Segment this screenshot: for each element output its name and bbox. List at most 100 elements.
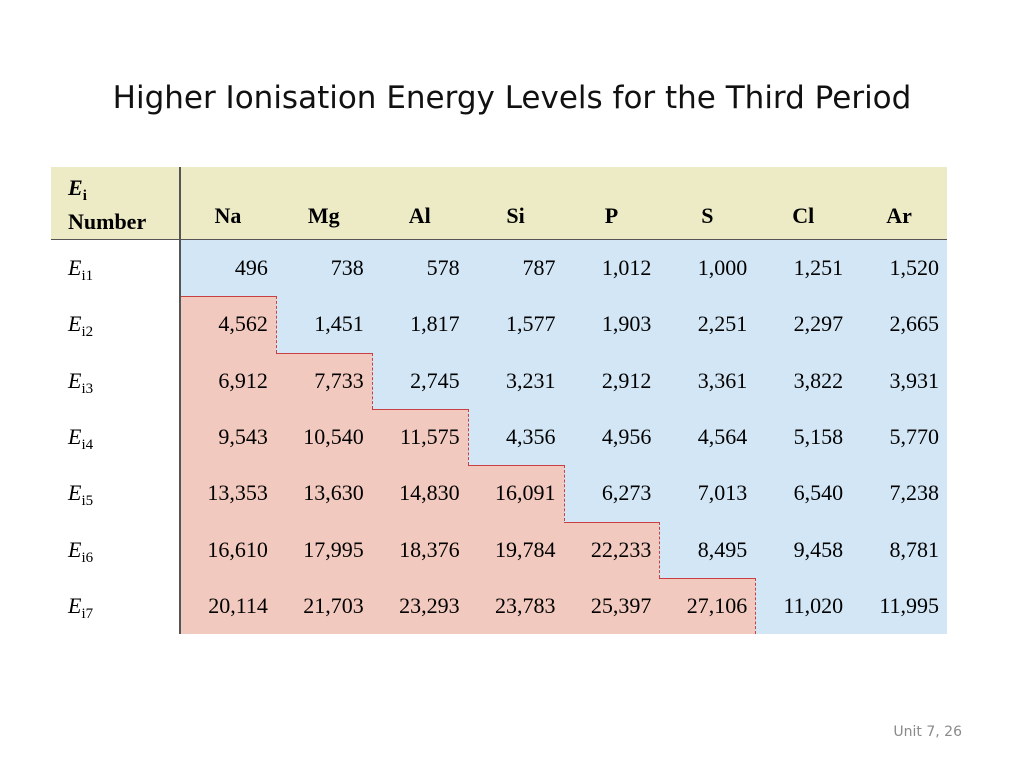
table-cell: 18,376 — [399, 536, 460, 562]
table-cell: 4,356 — [506, 423, 556, 449]
table-cell: 1,817 — [410, 311, 460, 337]
table-cell: 4,562 — [218, 311, 268, 337]
row-label-ei2: Ei2 — [68, 311, 93, 341]
table-header — [51, 167, 947, 240]
row-symbol: E — [68, 536, 82, 562]
table-cell: 11,020 — [783, 592, 844, 618]
table-cell: 7,013 — [697, 480, 748, 506]
step-line — [659, 577, 756, 579]
table-cell: 1,000 — [697, 255, 748, 280]
table-cell: 3,361 — [697, 367, 748, 393]
row-subscript: i3 — [81, 380, 94, 397]
table-cell: 578 — [426, 255, 460, 280]
row-subscript: i7 — [81, 605, 94, 622]
table-cell: 16,091 — [495, 480, 556, 506]
table-cell: 3,931 — [889, 367, 940, 393]
step-line — [180, 296, 276, 298]
table-cell: 6,540 — [793, 480, 844, 506]
table-cell: 6,273 — [601, 480, 652, 506]
header-ei-symbol: E — [68, 175, 83, 200]
header-ei-subscript: i — [82, 188, 87, 204]
row-subscript: i1 — [81, 268, 94, 284]
step-line — [755, 577, 757, 634]
row-symbol: E — [68, 255, 82, 280]
step-line — [467, 408, 469, 466]
row-symbol: E — [68, 592, 82, 618]
table-cell: 13,353 — [207, 480, 268, 506]
table-cell: 6,912 — [218, 367, 268, 393]
table-cell: 2,665 — [889, 311, 940, 337]
table-cell: 9,543 — [218, 423, 268, 449]
table-cell: 8,495 — [697, 536, 748, 562]
table-cell: 1,577 — [506, 311, 556, 337]
table-cell: 25,397 — [590, 592, 652, 618]
row-symbol: E — [68, 480, 82, 506]
table-cell: 4,564 — [697, 423, 748, 449]
table-cell: 13,630 — [303, 480, 364, 506]
step-line — [563, 465, 565, 522]
core-cell-band — [180, 296, 276, 354]
table-cell: 19,784 — [495, 536, 556, 562]
table-cell: 5,770 — [889, 423, 940, 449]
row-subscript: i6 — [81, 549, 94, 566]
table-cell: 2,912 — [601, 367, 652, 393]
table-cell: 1,903 — [601, 311, 652, 337]
row-label-ei5: Ei5 — [68, 480, 93, 510]
row-subscript: i5 — [81, 493, 94, 510]
column-header-ar: Ar — [886, 203, 912, 228]
table-cell: 11,995 — [879, 592, 939, 618]
table-cell: 5,158 — [793, 423, 844, 449]
column-header-na: Na — [214, 203, 242, 228]
column-header-p: P — [604, 203, 619, 228]
table-cell: 787 — [522, 255, 556, 280]
step-line — [275, 296, 277, 353]
core-cell-band — [180, 465, 564, 522]
table-cell: 22,233 — [590, 536, 652, 562]
table-cell: 7,733 — [314, 367, 364, 393]
slide-title: Higher Ionisation Energy Levels for the … — [112, 80, 912, 116]
step-line — [371, 352, 373, 409]
step-line — [371, 408, 468, 410]
table-cell: 738 — [330, 255, 364, 280]
table-cell: 1,251 — [793, 255, 844, 280]
table-cell: 2,251 — [697, 311, 748, 337]
table-cell: 17,995 — [303, 536, 364, 562]
row-label-ei3: Ei3 — [68, 368, 93, 398]
column-header-s: S — [701, 203, 714, 228]
column-header-mg: Mg — [307, 203, 340, 228]
core-cell-band — [180, 352, 372, 410]
table-cell: 20,114 — [208, 592, 268, 618]
table-cell: 1,520 — [889, 255, 940, 280]
table-cell: 1,451 — [314, 311, 364, 337]
step-line — [275, 352, 372, 354]
core-cell-band — [180, 577, 756, 634]
step-line — [467, 465, 564, 467]
row-label-ei4: Ei4 — [68, 424, 93, 454]
row-label-ei1: Ei1 — [68, 255, 93, 285]
row-subscript: i4 — [81, 436, 94, 453]
table-cell: 4,956 — [601, 423, 652, 449]
step-line — [563, 521, 660, 523]
row-subscript: i2 — [81, 324, 94, 341]
table-cell: 496 — [234, 255, 268, 280]
table-cell: 14,830 — [399, 480, 460, 506]
core-cell-band — [180, 521, 660, 579]
ionisation-energy-table: Ei Number Na Mg Al Si P S Cl Ar Ei1 496 738 578 787… — [51, 167, 947, 634]
table-cell: 10,540 — [303, 423, 364, 449]
column-header-si: Si — [506, 203, 525, 228]
table-cell: 7,238 — [889, 480, 940, 506]
row-symbol: E — [68, 367, 82, 393]
table-cell: 23,293 — [399, 592, 460, 618]
core-cell-band — [180, 408, 468, 466]
table-cell: 2,745 — [410, 367, 460, 393]
table-cell: 9,458 — [793, 536, 844, 562]
step-line — [659, 521, 661, 578]
header-ei-number: Ei Number — [68, 175, 146, 235]
column-header-cl: Cl — [792, 203, 815, 228]
column-header-al: Al — [408, 203, 431, 228]
row-symbol: E — [68, 423, 82, 449]
header-number-label: Number — [68, 209, 147, 234]
table-cell: 2,297 — [793, 311, 844, 337]
row-label-ei6: Ei6 — [68, 537, 93, 567]
table-cell: 3,231 — [506, 367, 556, 393]
